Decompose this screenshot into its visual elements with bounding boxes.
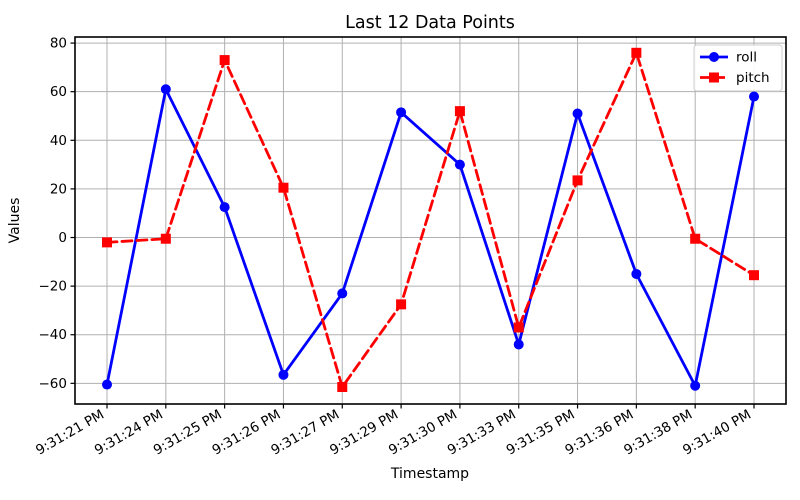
roll-series-line [105, 87, 756, 388]
y-tick-label: 40 [50, 133, 67, 149]
pitch-marker [631, 47, 642, 58]
roll-marker [690, 380, 701, 391]
legend: roll pitch [693, 44, 783, 92]
axes-spines [74, 36, 787, 405]
y-tick-label: 20 [50, 181, 67, 197]
grid-layer [75, 37, 786, 404]
roll-marker [160, 84, 171, 95]
x-axis-label: Timestamp [390, 466, 469, 482]
y-axis-label: Values [7, 198, 23, 244]
legend-sample-marker-roll [709, 52, 719, 62]
y-tick-label: 60 [50, 84, 67, 100]
y-tick-label: −20 [39, 279, 68, 295]
pitch-marker [160, 233, 171, 244]
legend-sample-marker-pitch [709, 72, 719, 83]
pitch-marker [219, 55, 230, 66]
roll-marker [631, 268, 642, 279]
legend-label-roll: roll [736, 50, 757, 66]
axes-layer [70, 36, 787, 409]
pitch-marker [690, 233, 701, 244]
roll-marker [749, 91, 759, 102]
pitch-marker [396, 299, 407, 310]
y-tick-label: 0 [58, 230, 67, 246]
roll-marker [513, 339, 524, 350]
pitch-marker [278, 182, 289, 193]
roll-marker [396, 107, 407, 118]
pitch-series-line [105, 51, 756, 389]
pitch-marker [513, 322, 524, 333]
y-tick-label: −60 [39, 376, 68, 392]
tick-label-layer: 9:31:21 PM9:31:24 PM9:31:25 PM9:31:26 PM… [33, 36, 754, 459]
pitch-marker [572, 175, 583, 186]
roll-marker [278, 369, 289, 380]
pitch-marker [454, 106, 465, 117]
legend-label-pitch: pitch [736, 70, 770, 86]
roll-marker [454, 159, 465, 170]
y-tick-label: −40 [39, 327, 68, 343]
pitch-marker [102, 237, 112, 248]
roll-marker [102, 379, 112, 390]
pitch-marker [749, 270, 759, 281]
pitch-marker [337, 381, 348, 392]
chart-title: Last 12 Data Points [345, 13, 515, 33]
roll-marker [219, 202, 230, 213]
roll-marker [337, 288, 348, 299]
series-layer [102, 47, 759, 392]
roll-marker [572, 108, 583, 119]
y-tick-label: 80 [50, 36, 67, 52]
